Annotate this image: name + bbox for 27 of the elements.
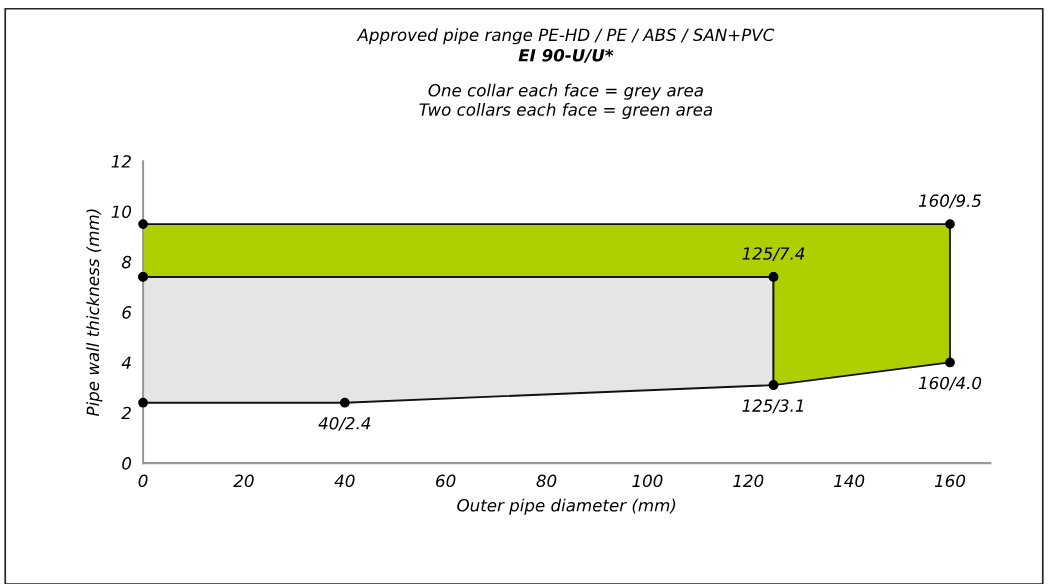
annotation: 125/7.4 (742, 247, 805, 262)
y-tick-label: 6 (122, 306, 132, 319)
x-tick-label: 140 (834, 474, 865, 488)
annotation: 160/4.0 (918, 376, 982, 391)
x-tick-label: 0 (138, 474, 148, 488)
x-tick-label: 40 (334, 474, 355, 488)
annotation: 40/2.4 (318, 416, 371, 431)
y-tick-label: 4 (121, 356, 131, 369)
text: One collar each face = grey area (428, 83, 703, 100)
chart-title: Approved pipe range PE-HD / PE / ABS / SAN+PVC (356, 28, 775, 45)
y-tick-label: 12 (111, 155, 131, 168)
x-tick-label: 80 (536, 474, 557, 488)
chart-subtitle: EI 90-U/U* (518, 48, 614, 63)
x-tick-label: 120 (733, 474, 764, 488)
annotation: 125/3.1 (742, 399, 803, 414)
x-tick-label: 60 (436, 474, 456, 488)
y-tick-label: 10 (111, 205, 132, 219)
x-tick-label: 100 (632, 474, 663, 488)
annotation: 160/9.5 (918, 194, 982, 209)
x-axis-title: Outer pipe diameter (mm) (457, 498, 676, 515)
y-tick-label: 2 (121, 406, 131, 420)
y-axis-title: Pipe wall thickness (mm) (86, 209, 103, 417)
y-tick-label: 8 (121, 255, 132, 269)
y-tick-label: 0 (122, 457, 132, 470)
text: Two collars each face = green area (419, 102, 713, 120)
x-tick-label: 20 (233, 474, 254, 488)
x-tick-label: 160 (934, 474, 966, 488)
